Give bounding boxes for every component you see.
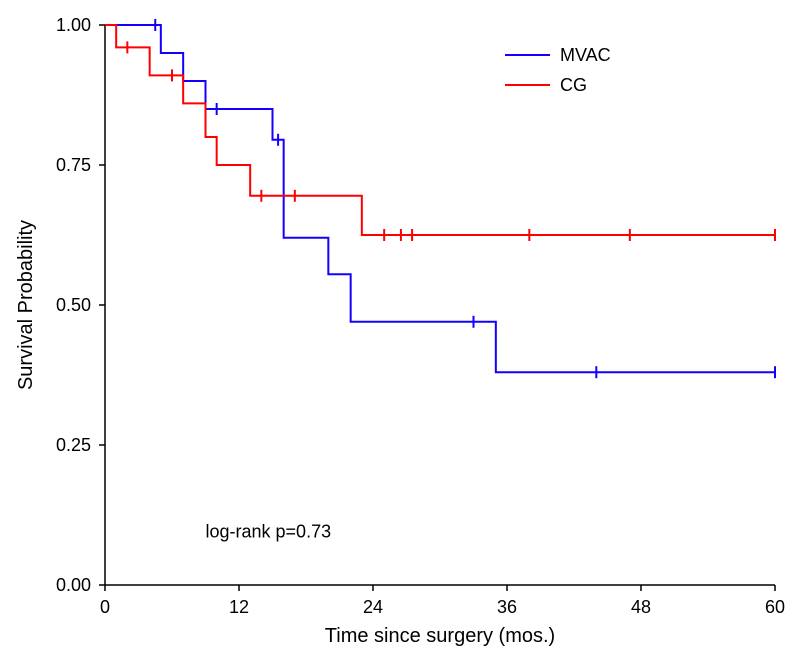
- y-axis-label: Survival Probability: [15, 220, 37, 390]
- y-tick-label: 1.00: [56, 15, 91, 35]
- legend-label-mvac: MVAC: [560, 45, 611, 65]
- x-tick-label: 0: [100, 597, 110, 617]
- x-tick-label: 12: [229, 597, 249, 617]
- plot-background: [0, 0, 800, 660]
- y-tick-label: 0.00: [56, 575, 91, 595]
- x-tick-label: 48: [631, 597, 651, 617]
- x-tick-label: 24: [363, 597, 383, 617]
- x-axis-label: Time since surgery (mos.): [325, 625, 555, 647]
- legend-label-cg: CG: [560, 75, 587, 95]
- x-tick-label: 36: [497, 597, 517, 617]
- chart-svg: 0 12 24 36 48 60 0.00 0.25 0.50 0.75 1.00 Time sinc…: [0, 0, 800, 660]
- survival-chart: 0 12 24 36 48 60 0.00 0.25 0.50 0.75 1.00 Time sinc…: [0, 0, 800, 660]
- y-tick-label: 0.75: [56, 155, 91, 175]
- logrank-annotation: log-rank p=0.73: [206, 521, 332, 541]
- y-tick-label: 0.25: [56, 435, 91, 455]
- x-tick-label: 60: [765, 597, 785, 617]
- y-tick-label: 0.50: [56, 295, 91, 315]
